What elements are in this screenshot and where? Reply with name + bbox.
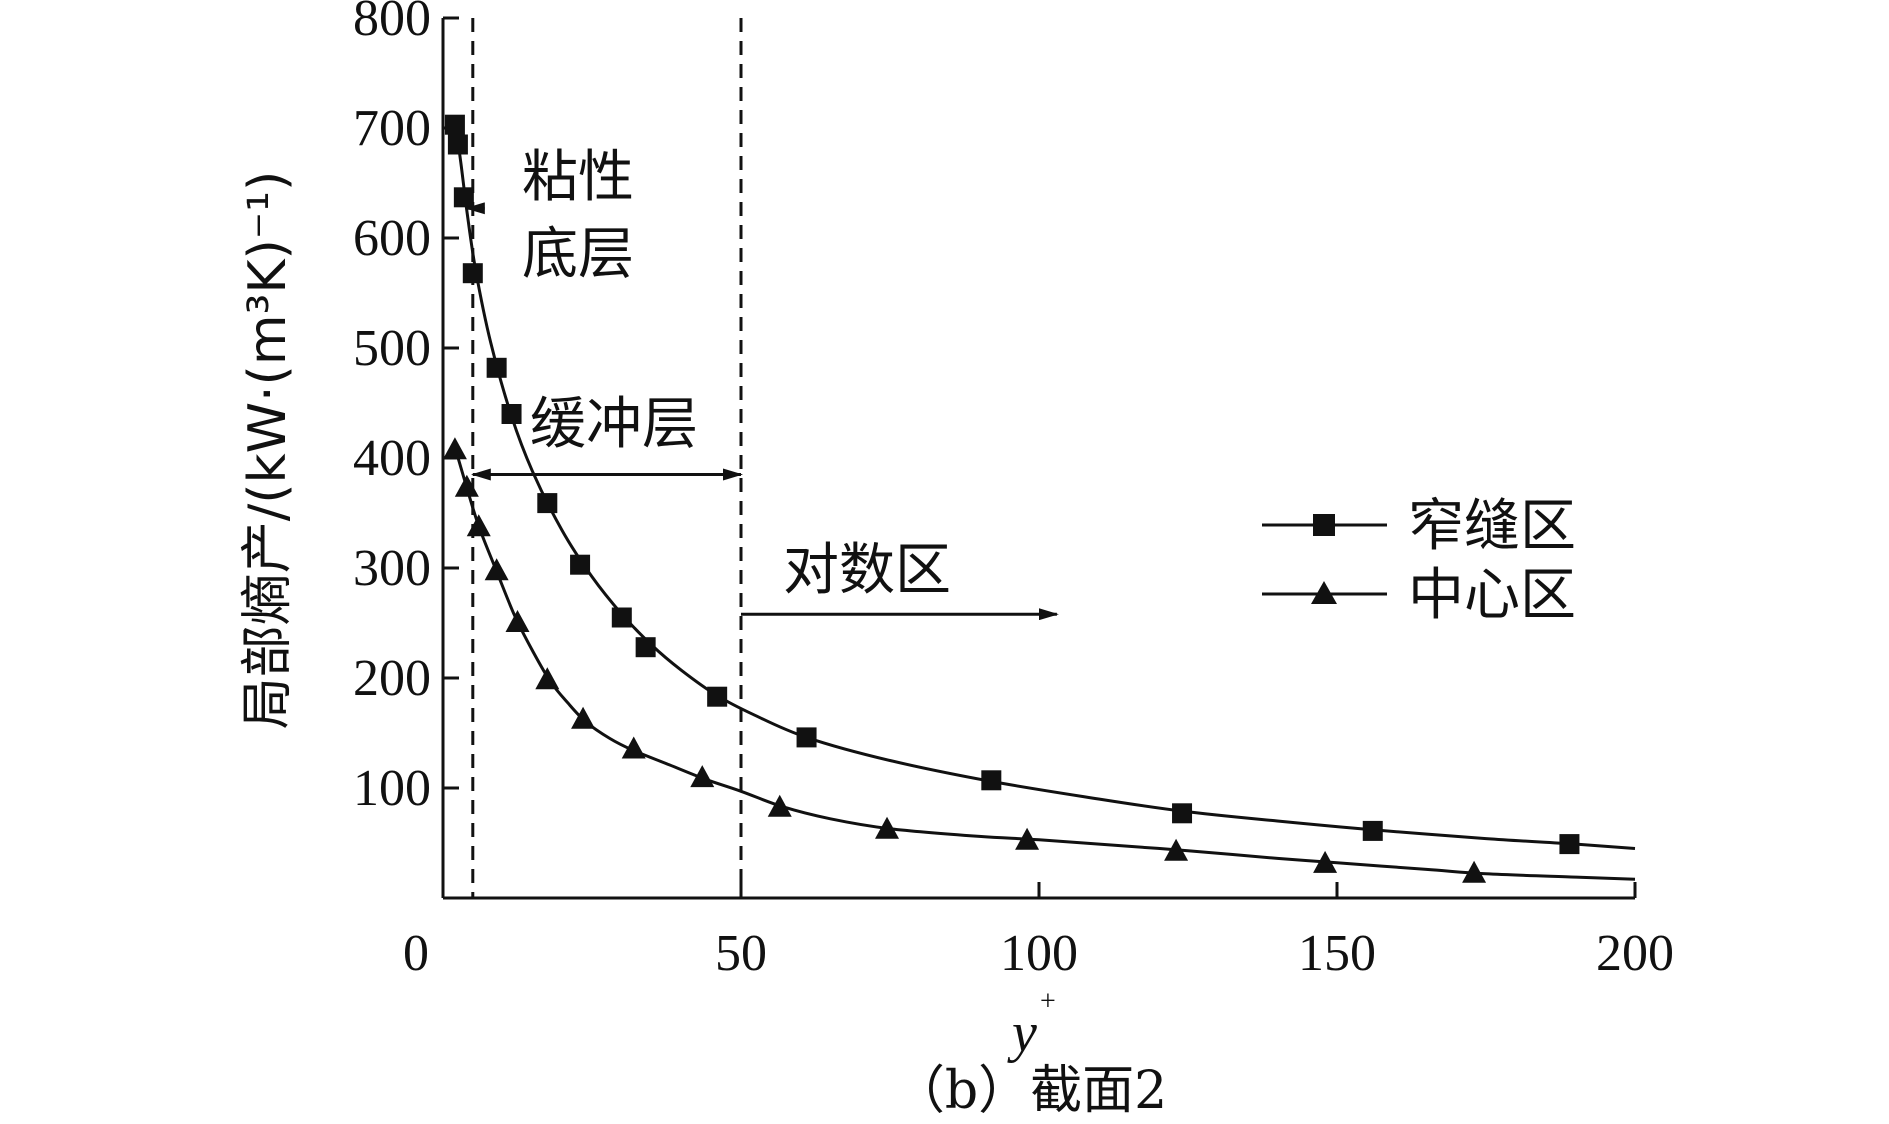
axes: 100 200 300 400 500 600 700 800 0 50 100 150 200 bbox=[353, 0, 1674, 982]
data-point-square bbox=[1362, 820, 1383, 841]
x-tick-label: 150 bbox=[1298, 925, 1376, 982]
data-point-triangle bbox=[875, 816, 900, 839]
x-tick-label: 200 bbox=[1596, 925, 1674, 982]
legend-label-center: 中心区 bbox=[1408, 563, 1576, 628]
x-tick-label: 50 bbox=[715, 925, 767, 982]
figure-caption: （b）截面2 bbox=[893, 1061, 1167, 1121]
annotation-log-region: 对数区 bbox=[783, 538, 951, 603]
region-arrows bbox=[464, 202, 1059, 621]
data-point-square bbox=[501, 404, 522, 424]
data-point-square bbox=[570, 554, 591, 575]
y-tick-label: 200 bbox=[353, 650, 431, 707]
data-point-triangle bbox=[454, 474, 479, 497]
data-point-square bbox=[1559, 834, 1580, 855]
annotation-buffer-layer: 缓冲层 bbox=[530, 392, 698, 457]
y-tick-label: 300 bbox=[353, 540, 431, 597]
series-curve-1 bbox=[453, 446, 1636, 881]
y-tick-label: 700 bbox=[353, 100, 431, 157]
data-point-triangle bbox=[505, 610, 530, 632]
data-point-triangle bbox=[535, 667, 560, 690]
y-tick-label: 100 bbox=[353, 760, 431, 817]
data-point-square bbox=[611, 607, 632, 628]
data-point-square bbox=[707, 686, 728, 707]
data-point-triangle bbox=[571, 706, 596, 729]
y-tick-label: 800 bbox=[353, 0, 431, 47]
data-point-square bbox=[462, 263, 483, 284]
y-tick-label: 500 bbox=[353, 320, 431, 377]
x-axis-label: y + bbox=[1007, 986, 1056, 1064]
data-point-square bbox=[1172, 803, 1193, 824]
legend-marker-triangle bbox=[1311, 581, 1337, 604]
data-point-triangle bbox=[466, 514, 491, 537]
data-point-square bbox=[537, 493, 558, 514]
annotation-viscous-line1: 粘性 bbox=[522, 145, 634, 210]
y-ticks: 100 200 300 400 500 600 700 800 bbox=[353, 0, 459, 817]
data-point-square bbox=[444, 114, 465, 135]
data-point-triangle bbox=[442, 437, 467, 460]
x-axis-label-plus: + bbox=[1040, 986, 1056, 1017]
data-point-triangle bbox=[767, 794, 792, 817]
data-point-square bbox=[635, 637, 656, 658]
legend-label-narrow-gap: 窄缝区 bbox=[1408, 494, 1576, 559]
x-axis-label-y: y bbox=[1007, 1002, 1037, 1064]
data-point-triangle bbox=[621, 736, 646, 759]
data-point-triangle bbox=[1015, 827, 1040, 850]
markers bbox=[442, 114, 1580, 883]
x-tick-label: 100 bbox=[1000, 925, 1078, 982]
y-tick-label: 400 bbox=[353, 430, 431, 487]
data-point-triangle bbox=[1313, 850, 1338, 873]
legend: 窄缝区 中心区 bbox=[1262, 494, 1576, 628]
x-tick-label: 0 bbox=[403, 925, 429, 982]
x-ticks: 0 50 100 150 200 bbox=[403, 882, 1674, 982]
data-point-triangle bbox=[1462, 860, 1487, 883]
data-point-triangle bbox=[690, 765, 715, 788]
data-point-square bbox=[453, 187, 474, 208]
annotation-viscous-line2: 底层 bbox=[522, 222, 634, 287]
data-point-square bbox=[796, 727, 817, 748]
legend-marker-square bbox=[1313, 514, 1335, 536]
data-point-triangle bbox=[484, 558, 509, 581]
data-point-triangle bbox=[1164, 838, 1189, 861]
annotations: 粘性 底层 缓冲层 对数区 bbox=[522, 145, 951, 603]
data-point-square bbox=[981, 770, 1002, 791]
y-tick-label: 600 bbox=[353, 210, 431, 267]
y-axis-label: 局部熵产/(kW·(m³K)⁻¹) bbox=[238, 171, 298, 730]
region-dividers bbox=[471, 18, 743, 898]
data-point-square bbox=[447, 134, 468, 155]
data-point-square bbox=[486, 357, 507, 378]
